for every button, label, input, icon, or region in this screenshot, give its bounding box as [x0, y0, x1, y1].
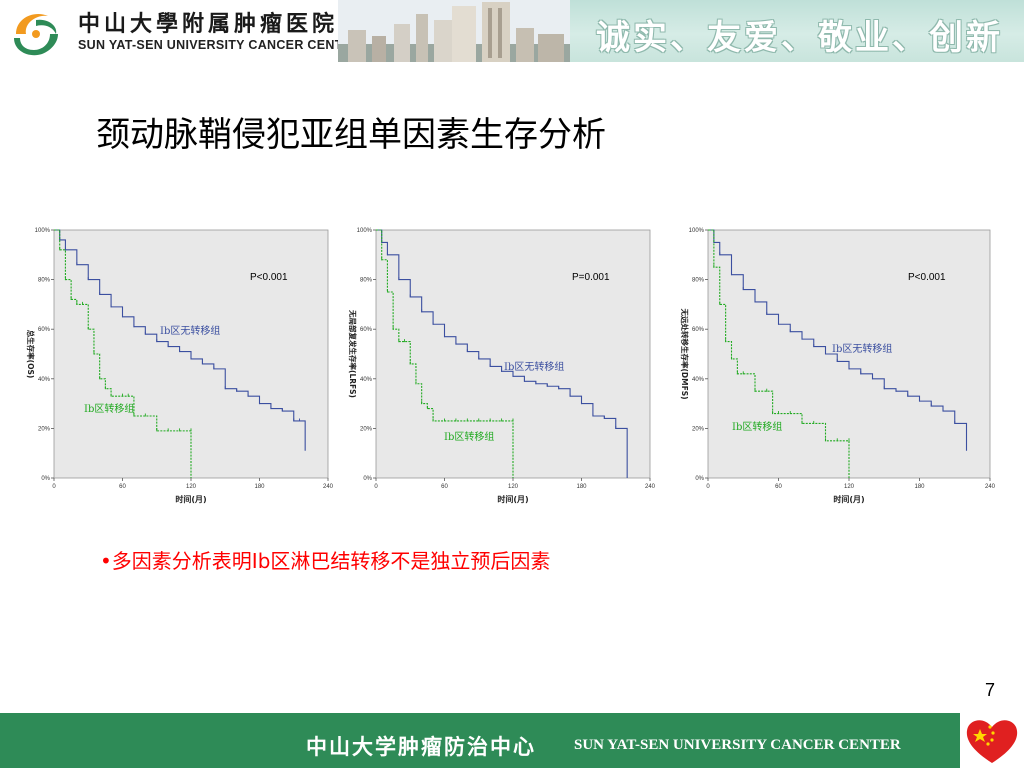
x-tick-label: 240	[323, 484, 334, 490]
y-tick-label: 60%	[692, 327, 705, 333]
x-tick-label: 120	[186, 484, 197, 490]
x-tick-label: 120	[508, 484, 519, 490]
x-tick-label: 60	[441, 484, 448, 490]
y-tick-label: 0%	[695, 476, 704, 482]
series-label: Ⅰb区无转移组	[160, 324, 220, 337]
x-tick-label: 0	[52, 484, 56, 490]
motto-text: 诚实、友爱、敬业、创新	[596, 18, 1003, 58]
y-tick-label: 100%	[689, 228, 705, 234]
series-label: Ⅰb区无转移组	[832, 342, 892, 355]
x-tick-label: 240	[645, 484, 656, 490]
series-label: Ⅰb区转移组	[444, 430, 494, 443]
y-tick-label: 100%	[357, 228, 373, 234]
city-skyline-image	[338, 0, 570, 62]
y-tick-label: 20%	[38, 426, 51, 432]
hospital-name-cn: 中山大學附属肿瘤医院	[78, 11, 339, 37]
x-tick-label: 240	[985, 484, 996, 490]
hospital-logo-icon	[14, 14, 58, 56]
series-line	[376, 229, 514, 478]
y-tick-label: 20%	[692, 426, 705, 432]
y-axis-label: 总生存率(OS)	[26, 330, 36, 379]
y-tick-label: 20%	[360, 426, 373, 432]
p-value-label: P<0.001	[908, 272, 946, 283]
y-tick-label: 80%	[38, 278, 51, 284]
y-axis-label: 无远处转移生存率(DMFS)	[680, 307, 690, 399]
p-value-label: P=0.001	[572, 272, 610, 283]
hospital-name-en: SUN YAT-SEN UNIVERSITY CANCER CENTER	[78, 38, 361, 52]
plot-area	[707, 229, 991, 479]
heart-flag-icon	[960, 713, 1024, 768]
footer-bar: 中山大学肿瘤防治中心 SUN YAT-SEN UNIVERSITY CANCER…	[0, 713, 960, 768]
y-tick-label: 40%	[38, 377, 51, 383]
x-axis-label: 时间(月)	[497, 494, 528, 504]
plot-area	[375, 229, 651, 479]
x-axis-label: 时间(月)	[833, 494, 864, 504]
p-value-label: P<0.001	[250, 272, 288, 283]
x-tick-label: 60	[775, 484, 782, 490]
series-label: Ⅰb区转移组	[84, 402, 134, 415]
x-tick-label: 180	[576, 484, 587, 490]
y-tick-label: 80%	[360, 278, 373, 284]
os-survival-chart: 0% 20% 40% 60% 80% 100% 0 60 120 180 240 时间(月) 总生存率(…	[18, 222, 336, 512]
y-tick-label: 0%	[363, 476, 372, 482]
x-tick-label: 0	[706, 484, 710, 490]
motto-banner: 诚实、友爱、敬业、创新	[570, 0, 1024, 62]
lrfs-survival-chart: 0% 20% 40% 60% 80% 100% 0 60 120 180 240 时间(月) 无局部复发…	[340, 222, 658, 512]
footer-name-en: SUN YAT-SEN UNIVERSITY CANCER CENTER	[574, 737, 901, 753]
x-tick-label: 0	[374, 484, 378, 490]
y-axis-label: 无局部复发生存率(LRFS)	[348, 309, 358, 398]
x-tick-label: 120	[844, 484, 855, 490]
series-label: Ⅰb区无转移组	[504, 360, 564, 373]
slide-title: 颈动脉鞘侵犯亚组单因素生存分析	[96, 115, 606, 155]
header-banner: 中山大學附属肿瘤医院 SUN YAT-SEN UNIVERSITY CANCER…	[0, 0, 1024, 63]
dmfs-survival-chart: 0% 20% 40% 60% 80% 100% 0 60 120 180 240 时间(月) 无远处转移…	[672, 222, 1002, 512]
y-tick-label: 100%	[35, 228, 51, 234]
x-tick-label: 60	[119, 484, 126, 490]
series-line	[54, 229, 192, 478]
series-line	[376, 229, 628, 478]
page-number: 7	[985, 680, 996, 700]
footer-name-cn: 中山大学肿瘤防治中心	[306, 734, 536, 759]
y-tick-label: 60%	[38, 327, 51, 333]
y-tick-label: 60%	[360, 327, 373, 333]
conclusion-bullet: •多因素分析表明Ⅰb区淋巴结转移不是独立预后因素	[100, 549, 551, 573]
series-line	[708, 229, 968, 451]
y-tick-label: 40%	[692, 377, 705, 383]
y-tick-label: 40%	[360, 377, 373, 383]
x-tick-label: 180	[254, 484, 265, 490]
y-tick-label: 0%	[41, 476, 50, 482]
x-axis-label: 时间(月)	[175, 494, 206, 504]
y-tick-label: 80%	[692, 278, 705, 284]
x-tick-label: 180	[914, 484, 925, 490]
series-label: Ⅰb区转移组	[732, 420, 782, 433]
